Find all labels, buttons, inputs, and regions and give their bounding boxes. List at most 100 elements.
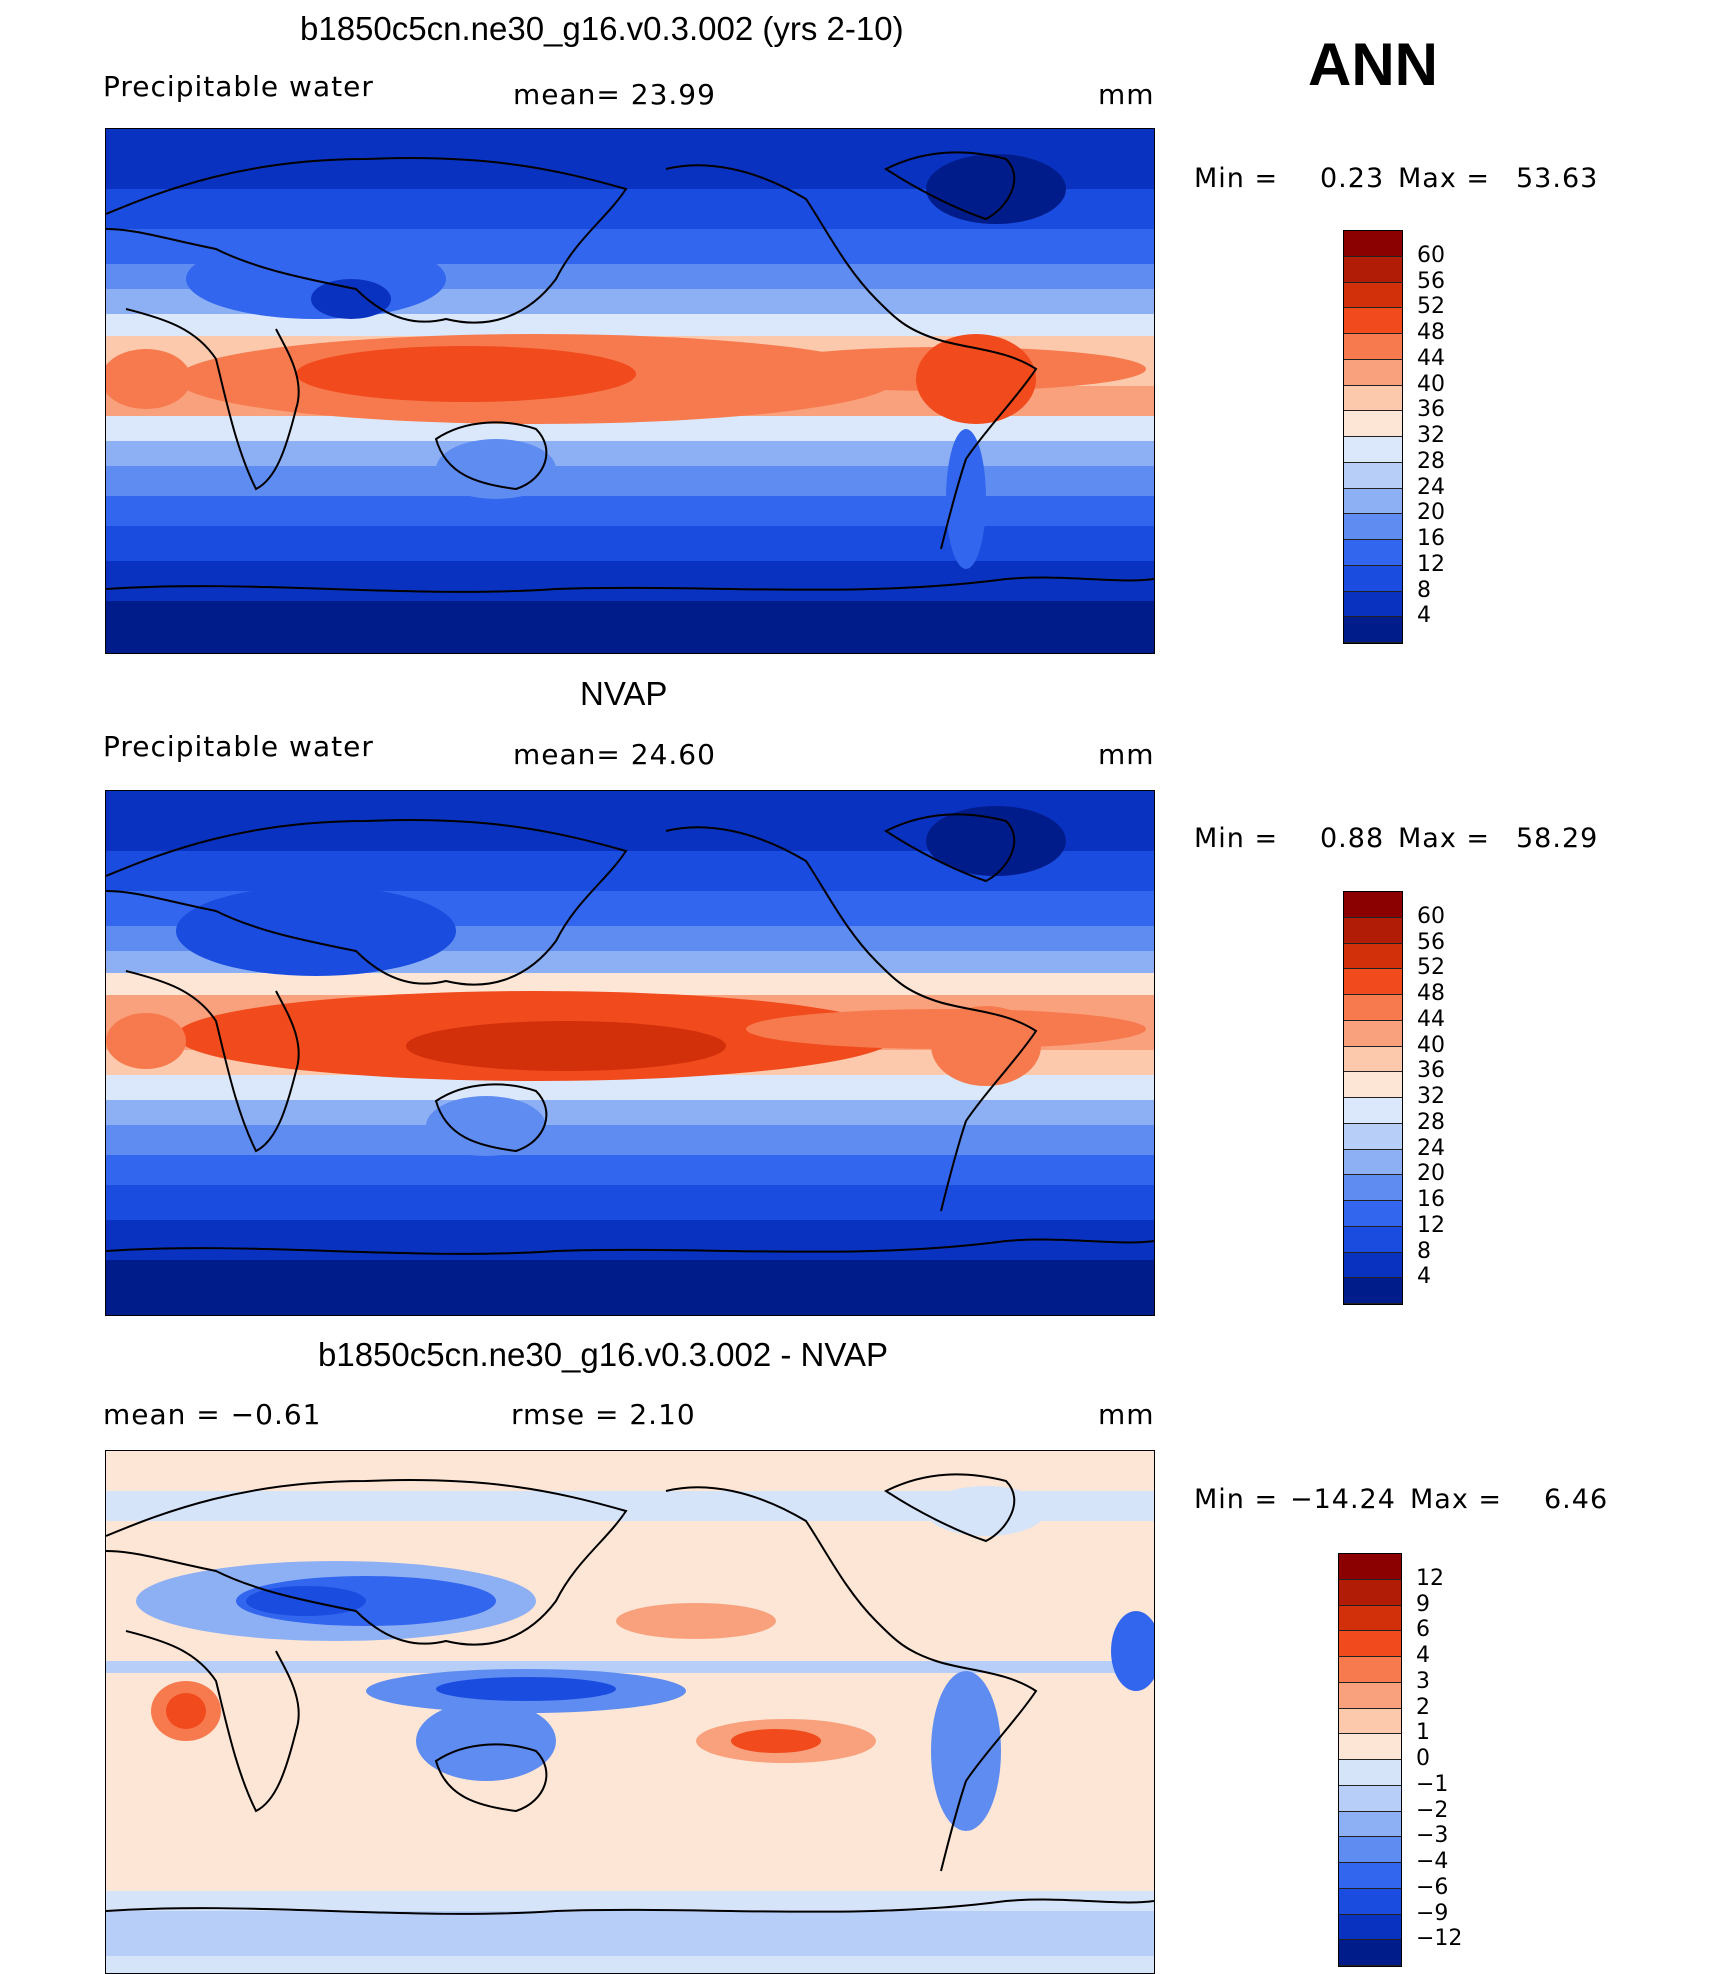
- legend-swatch: [1344, 437, 1402, 463]
- max-label: Max =: [1410, 1484, 1503, 1515]
- legend-swatch: [1344, 617, 1402, 643]
- min-value: −14.24: [1290, 1484, 1396, 1515]
- season-label: ANN: [1308, 31, 1438, 98]
- mean-label: mean= 23.99: [513, 78, 716, 111]
- legend-swatch: [1344, 1175, 1402, 1201]
- legend-tick-label: 16: [1417, 1187, 1445, 1212]
- legend-tick-label: −4: [1416, 1849, 1449, 1874]
- legend-swatch: [1344, 334, 1402, 360]
- legend-swatch: [1339, 1863, 1401, 1889]
- variable-label: Precipitable water: [103, 70, 374, 103]
- legend-tick-label: −3: [1416, 1823, 1449, 1849]
- legend-tick-label: 48: [1417, 981, 1445, 1006]
- legend-tick-label: 24: [1417, 474, 1445, 500]
- legend-tick-label: −12: [1416, 1926, 1463, 1952]
- legend-swatch: [1339, 1708, 1401, 1735]
- legend-tick-label: 8: [1417, 1238, 1431, 1264]
- map-diff-field: [106, 1451, 1154, 1973]
- legend-swatch: [1344, 308, 1402, 334]
- panel-title: b1850c5cn.ne30_g16.v0.3.002 - NVAP: [318, 1336, 888, 1373]
- map-model-field: [106, 129, 1154, 653]
- panel-title: b1850c5cn.ne30_g16.v0.3.002 (yrs 2-10): [300, 10, 904, 47]
- legend-tick-label: 44: [1417, 345, 1445, 371]
- legend-obs: [1343, 891, 1403, 1305]
- legend-swatch: [1344, 256, 1402, 283]
- legend-swatch: [1344, 1072, 1402, 1098]
- legend-tick-label: 24: [1417, 1135, 1445, 1161]
- min-label: Min =: [1194, 1484, 1279, 1515]
- legend-swatch: [1339, 1605, 1401, 1632]
- legend-tick-label: 12: [1417, 1212, 1445, 1238]
- legend-swatch: [1344, 540, 1402, 566]
- map-model: [105, 128, 1155, 654]
- legend-swatch: [1344, 943, 1402, 970]
- legend-tick-label: 8: [1417, 577, 1431, 603]
- legend-swatch: [1344, 917, 1402, 944]
- legend-swatch: [1344, 1201, 1402, 1227]
- legend-tick-label: 52: [1417, 955, 1445, 981]
- legend-tick-label: 0: [1416, 1746, 1430, 1771]
- min-value: 0.23: [1320, 163, 1385, 194]
- legend-tick-label: 40: [1417, 371, 1445, 397]
- legend-tick-label: 1: [1416, 1720, 1430, 1746]
- panel-title: NVAP: [580, 675, 668, 712]
- legend-tick-label: 28: [1417, 1109, 1445, 1135]
- units-label: mm: [1098, 78, 1155, 111]
- legend-swatch: [1344, 1020, 1402, 1047]
- legend-swatch: [1344, 231, 1402, 257]
- max-label: Max =: [1398, 163, 1491, 194]
- legend-tick-label: 36: [1417, 397, 1445, 423]
- units-label: mm: [1098, 738, 1155, 771]
- legend-tick-label: −6: [1416, 1874, 1449, 1900]
- max-value: 58.29: [1516, 823, 1599, 854]
- legend-tick-label: 56: [1417, 929, 1445, 955]
- legend-tick-label: 20: [1417, 1161, 1445, 1187]
- legend-tick-label: 3: [1416, 1668, 1430, 1694]
- variable-label: Precipitable water: [103, 730, 374, 763]
- legend-swatch: [1339, 1785, 1401, 1812]
- legend-tick-label: 60: [1417, 242, 1445, 268]
- legend-tick-label: 48: [1417, 320, 1445, 345]
- map-diff: [105, 1450, 1155, 1974]
- legend-tick-label: −1: [1416, 1771, 1449, 1797]
- min-value: 0.88: [1320, 823, 1385, 854]
- legend-swatch: [1339, 1657, 1401, 1683]
- legend-swatch: [1344, 565, 1402, 592]
- legend-tick-label: 6: [1416, 1617, 1430, 1643]
- legend-tick-label: −9: [1416, 1900, 1449, 1926]
- units-label: mm: [1098, 1398, 1155, 1431]
- legend-diff: [1338, 1553, 1402, 1967]
- legend-tick-label: 16: [1417, 526, 1445, 551]
- legend-swatch: [1339, 1940, 1401, 1966]
- legend-swatch: [1344, 892, 1402, 918]
- legend-tick-label: 44: [1417, 1006, 1445, 1032]
- rmse-label: rmse = 2.10: [511, 1398, 696, 1431]
- legend-tick-label: 36: [1417, 1058, 1445, 1084]
- map-obs: [105, 790, 1155, 1316]
- legend-tick-label: 12: [1417, 551, 1445, 577]
- legend-swatch: [1344, 1252, 1402, 1279]
- legend-tick-label: 56: [1417, 268, 1445, 294]
- map-obs-field: [106, 791, 1154, 1315]
- legend-swatch: [1344, 282, 1402, 309]
- legend-swatch: [1344, 1123, 1402, 1150]
- legend-swatch: [1344, 995, 1402, 1021]
- legend-tick-label: 32: [1417, 1084, 1445, 1109]
- legend-tick-label: 4: [1417, 1264, 1431, 1290]
- legend-swatch: [1344, 591, 1402, 618]
- legend-tick-label: −2: [1416, 1797, 1449, 1823]
- legend-tick-label: 12: [1416, 1565, 1444, 1591]
- legend-swatch: [1344, 1278, 1402, 1304]
- legend-swatch: [1344, 462, 1402, 489]
- legend-tick-label: 52: [1417, 294, 1445, 320]
- min-label: Min =: [1194, 163, 1279, 194]
- legend-swatch: [1339, 1888, 1401, 1915]
- legend-swatch: [1344, 1098, 1402, 1124]
- legend-tick-label: 60: [1417, 903, 1445, 929]
- legend-swatch: [1339, 1760, 1401, 1786]
- legend-swatch: [1344, 969, 1402, 995]
- legend-swatch: [1344, 385, 1402, 412]
- legend-swatch: [1339, 1579, 1401, 1606]
- legend-swatch: [1344, 1046, 1402, 1073]
- legend-swatch: [1339, 1811, 1401, 1838]
